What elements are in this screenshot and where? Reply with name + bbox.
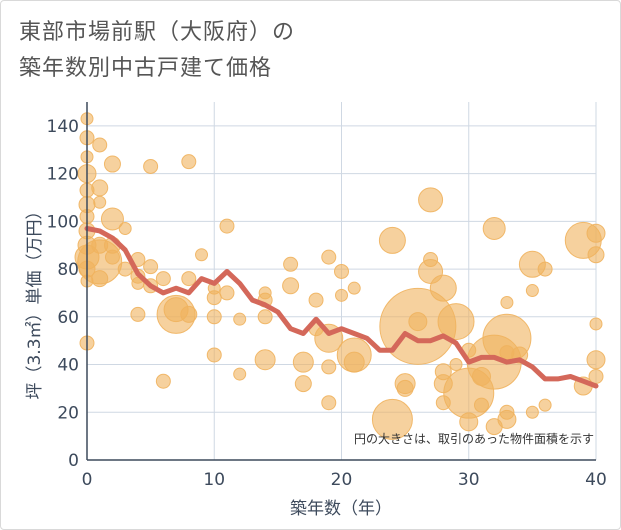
chart-title: 東部市場前駅（大阪府）の 築年数別中古戸建て価格 bbox=[19, 15, 295, 87]
y-axis-label: 坪（3.3㎡）単価（万円） bbox=[25, 202, 45, 399]
bubble-point bbox=[437, 303, 475, 341]
y-tick-label: 40 bbox=[57, 356, 79, 376]
bubble-point bbox=[335, 288, 348, 302]
y-tick-label: 140 bbox=[47, 117, 79, 137]
y-tick-label: 120 bbox=[47, 165, 79, 185]
x-tick-label: 10 bbox=[203, 470, 225, 490]
bubble-point bbox=[371, 398, 413, 440]
x-tick-label: 40 bbox=[585, 470, 607, 490]
x-axis-label: 築年数（年） bbox=[290, 499, 392, 519]
x-tick-label: 0 bbox=[82, 470, 93, 490]
bubble-point bbox=[181, 154, 197, 170]
bubble-point bbox=[473, 397, 489, 413]
bubble-point bbox=[308, 292, 324, 308]
bubble-point bbox=[180, 305, 198, 323]
bubble-point bbox=[294, 375, 312, 393]
bubble-point bbox=[378, 226, 406, 254]
axes: 0 20 40 60 80 100 120 140 0 10 20 30 40 bbox=[47, 102, 607, 490]
bubble-point bbox=[219, 285, 235, 301]
bubble-point bbox=[586, 223, 606, 243]
bubble-point bbox=[117, 261, 133, 277]
bubble-point bbox=[233, 367, 247, 381]
bubble-point bbox=[500, 295, 514, 309]
bubble-point bbox=[100, 207, 124, 231]
bubble-point bbox=[408, 312, 428, 332]
bubble-size-note: 円の大きさは、取引のあった物件面積を示す bbox=[354, 431, 594, 446]
y-tick-label: 80 bbox=[57, 260, 79, 280]
bubble-point bbox=[283, 256, 299, 272]
trend-line bbox=[84, 226, 599, 389]
bubble-point bbox=[525, 405, 539, 419]
bubble-point bbox=[396, 379, 414, 397]
bubble-point bbox=[334, 263, 349, 279]
bubble-point bbox=[257, 309, 273, 325]
x-tick-label: 30 bbox=[458, 470, 480, 490]
bubble-point bbox=[482, 216, 506, 240]
bubble-point bbox=[449, 358, 463, 372]
bubble-point bbox=[537, 261, 553, 277]
bubble-point bbox=[104, 249, 120, 265]
y-tick-label: 100 bbox=[47, 212, 79, 232]
y-tick-label: 60 bbox=[57, 308, 79, 328]
bubble-point bbox=[497, 409, 517, 429]
bubble-point bbox=[93, 195, 107, 209]
bubble-point bbox=[155, 373, 171, 389]
bubble-point bbox=[525, 284, 539, 298]
y-tick-label: 20 bbox=[57, 403, 79, 423]
bubble-point bbox=[155, 271, 171, 287]
bubble-point bbox=[586, 350, 606, 370]
bubble-point bbox=[418, 187, 444, 213]
bubble-point bbox=[429, 274, 457, 302]
bubble-point bbox=[219, 218, 235, 234]
bubble-point bbox=[587, 246, 605, 264]
bubble-point bbox=[206, 347, 222, 363]
x-tick-label: 20 bbox=[331, 470, 353, 490]
bubble-point bbox=[282, 277, 300, 295]
bubble-point bbox=[181, 271, 197, 287]
bubble-point bbox=[233, 312, 247, 326]
bubble-point bbox=[103, 155, 121, 173]
bubble-point bbox=[459, 412, 479, 432]
bubble-point bbox=[92, 137, 108, 153]
bubble-point bbox=[343, 351, 365, 373]
bubble-point bbox=[321, 249, 337, 265]
bubble-point bbox=[254, 349, 276, 371]
bubble-point bbox=[91, 270, 109, 288]
bubble-point bbox=[130, 306, 146, 322]
bubble-point bbox=[143, 259, 159, 275]
bubble-point bbox=[91, 179, 109, 197]
bubble-point bbox=[118, 221, 132, 235]
y-tick-label: 0 bbox=[68, 451, 79, 471]
bubble-point bbox=[538, 398, 552, 412]
bubble-point bbox=[347, 281, 361, 295]
bubble-point bbox=[321, 395, 337, 411]
chart-title-line2: 築年数別中古戸建て価格 bbox=[19, 56, 273, 81]
bubble-point bbox=[143, 158, 159, 174]
bubble-layer bbox=[74, 112, 606, 440]
bubble-point bbox=[588, 368, 604, 384]
chart-title-line1: 東部市場前駅（大阪府）の bbox=[19, 20, 296, 45]
bubble-point bbox=[195, 248, 209, 262]
bubble-point bbox=[206, 290, 222, 306]
bubble-point bbox=[292, 351, 314, 373]
bubble-point bbox=[589, 317, 603, 331]
bubble-point bbox=[206, 309, 222, 325]
bubble-point bbox=[321, 359, 337, 375]
